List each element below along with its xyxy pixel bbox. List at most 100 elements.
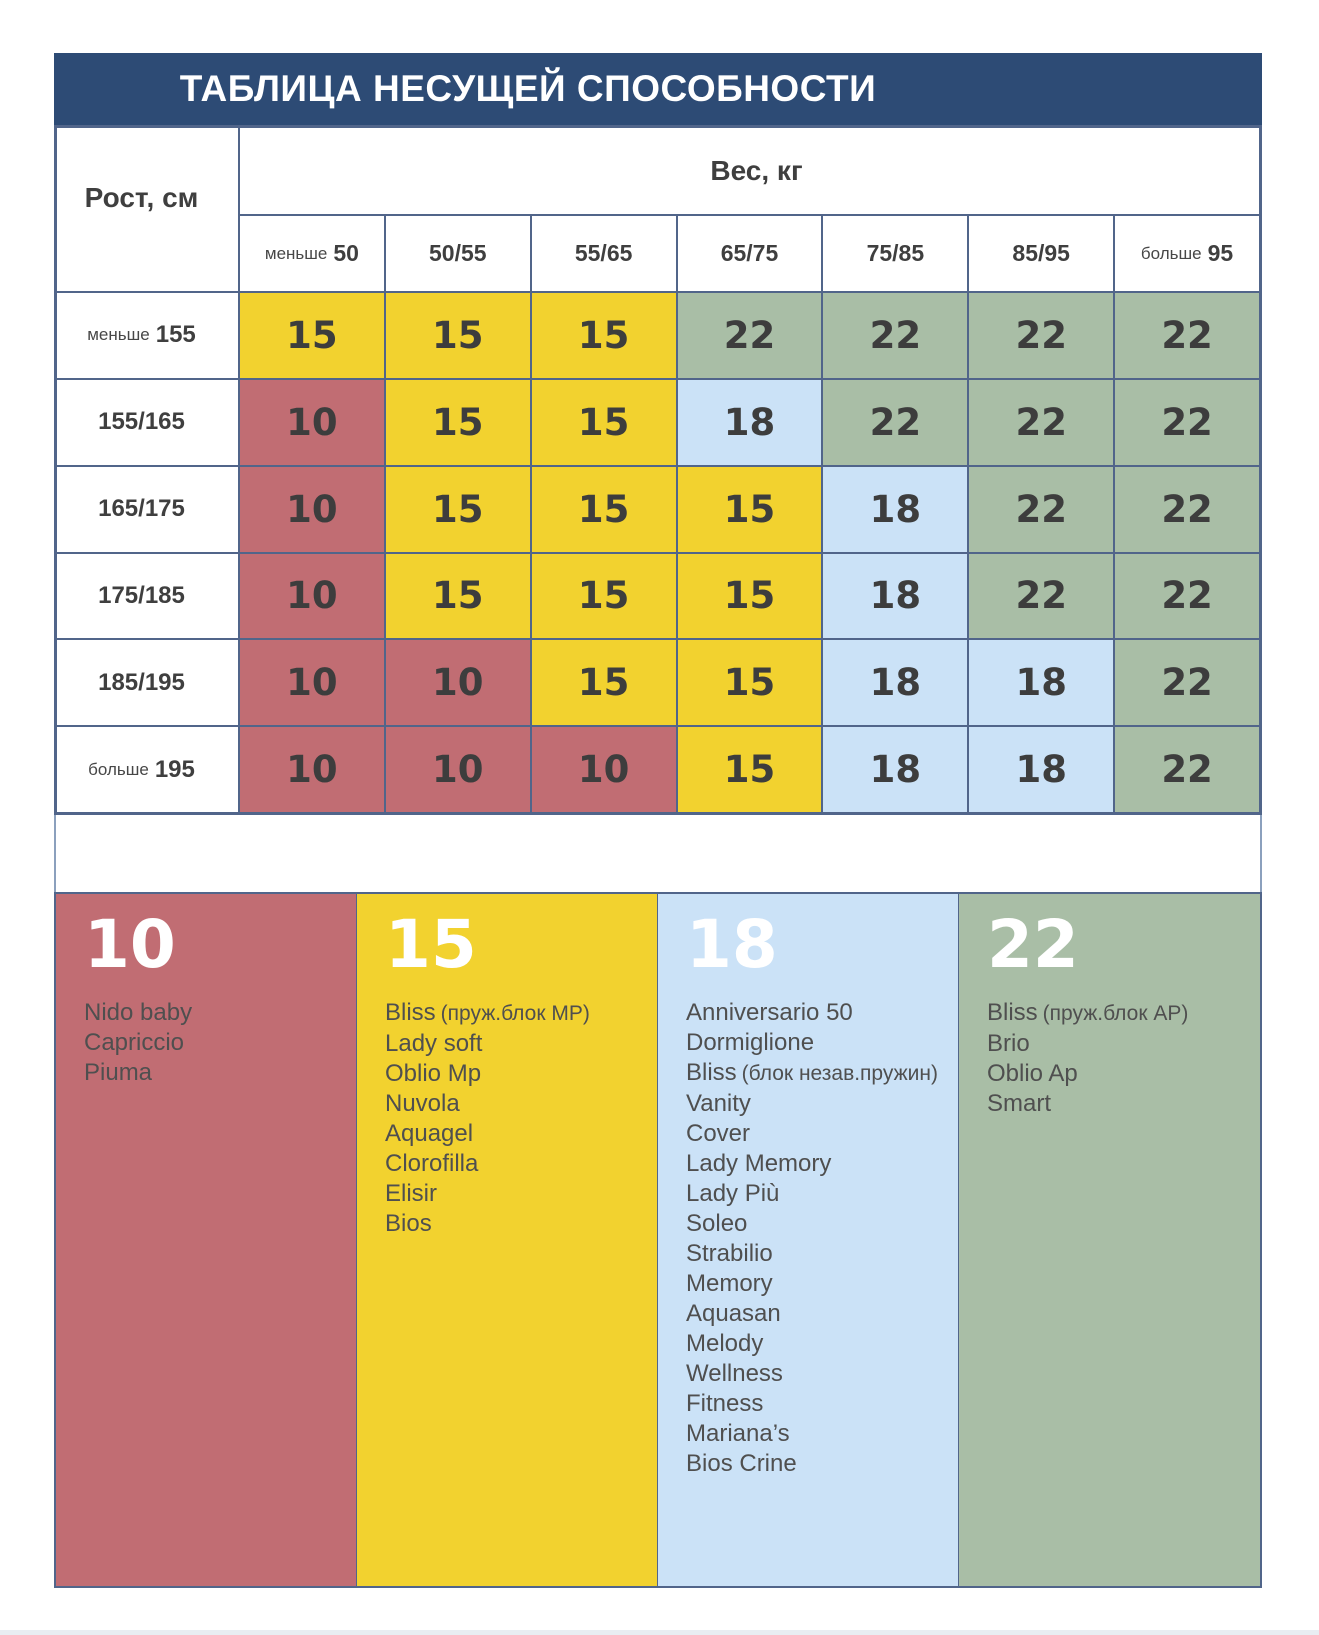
capacity-cell: 18 (822, 552, 969, 640)
capacity-cell: 15 (384, 465, 531, 553)
product-item: Smart (987, 1089, 1052, 1117)
product-item: Nido baby (84, 998, 193, 1026)
product-list: Bliss (пруж.блок AP) Brio Oblio Ap Smart (987, 998, 1244, 1119)
row-header-label: 185/195 (98, 668, 185, 696)
spacer-row (54, 815, 1262, 892)
capacity-cell: 22 (968, 292, 1115, 379)
product-item: Wellness (686, 1359, 783, 1387)
capacity-cell: 18 (822, 639, 969, 727)
capacity-cell: 15 (676, 639, 823, 727)
capacity-table: Рост, см Вес, кг меньше 50 50/55 55/65 65… (54, 125, 1262, 815)
product-list: Anniversario 50 Dormiglione Bliss (блок н… (686, 998, 942, 1479)
capacity-cell: 15 (239, 292, 385, 379)
product-item: Brio (987, 1029, 1030, 1057)
row-header-prefix: больше (88, 759, 149, 779)
capacity-legend: 10 Nido baby Capriccio Piuma 15 Bliss (пр… (54, 892, 1262, 1588)
capacity-cell: 15 (384, 292, 531, 379)
row-header-label: 155/165 (98, 408, 185, 436)
product-item: Aquagel (385, 1119, 474, 1147)
capacity-cell: 22 (1114, 465, 1260, 553)
product-item: Bios (385, 1209, 432, 1237)
capacity-cell: 22 (822, 378, 969, 466)
capacity-cell: 18 (968, 639, 1115, 727)
row-header-label: 165/175 (98, 495, 185, 523)
product-item: Lady Più (686, 1179, 780, 1207)
height-axis-label: Рост, см (56, 127, 239, 292)
product-item: Piuma (84, 1058, 153, 1086)
capacity-cell: 22 (676, 292, 823, 379)
legend-value: 15 (385, 906, 477, 983)
capacity-cell: 22 (1114, 726, 1260, 813)
capacity-cell: 22 (1114, 292, 1260, 379)
column-header: 55/65 (530, 215, 677, 292)
product-list: Nido baby Capriccio Piuma (84, 998, 340, 1088)
column-header-label: 55/65 (574, 240, 633, 266)
product-item: Nuvola (385, 1089, 460, 1117)
capacity-cell: 10 (384, 726, 531, 813)
column-header-label: 85/95 (1012, 240, 1070, 266)
legend-column-22: 22 Bliss (пруж.блок AP) Brio Oblio Ap Sma… (959, 894, 1260, 1586)
product-item: Memory (686, 1269, 773, 1297)
capacity-cell: 15 (530, 292, 677, 379)
product-item: Clorofilla (385, 1149, 479, 1177)
capacity-cell: 15 (530, 552, 677, 640)
product-item: Oblio Mp (385, 1059, 482, 1087)
column-header: 85/95 (968, 215, 1115, 292)
capacity-cell: 15 (676, 552, 823, 640)
capacity-cell: 22 (1114, 639, 1260, 727)
product-item: Oblio Ap (987, 1059, 1078, 1087)
product-item: Strabilio (686, 1239, 773, 1267)
row-header-prefix: меньше (87, 325, 150, 345)
row-header-label: 175/185 (98, 581, 185, 609)
legend-column-15: 15 Bliss (пруж.блок MP) Lady soft Oblio M… (357, 894, 658, 1586)
capacity-cell: 10 (239, 639, 385, 727)
product-item: Capriccio (84, 1028, 185, 1056)
product-item: Aquasan (686, 1299, 781, 1327)
column-header: больше 95 (1114, 215, 1260, 292)
capacity-cell: 15 (530, 639, 677, 727)
product-item: Melody (686, 1329, 764, 1357)
capacity-cell: 15 (530, 378, 677, 466)
row-header: 155/165 (56, 378, 239, 466)
capacity-cell: 10 (239, 378, 385, 466)
weight-axis-label: Вес, кг (239, 127, 1260, 215)
product-item: Bliss (пруж.блок AP) (987, 998, 1189, 1026)
row-header: 165/175 (56, 465, 239, 553)
product-list: Bliss (пруж.блок MP) Lady soft Oblio Mp N… (385, 998, 641, 1239)
product-item: Soleo (686, 1209, 748, 1237)
product-item: Bios Crine (686, 1449, 797, 1477)
column-header: 50/55 (384, 215, 531, 292)
capacity-cell: 15 (676, 726, 823, 813)
column-header-label: 50 (333, 240, 359, 266)
capacity-cell: 10 (239, 552, 385, 640)
column-header-prefix: больше (1140, 243, 1202, 263)
row-header-label: 195 (154, 755, 195, 783)
product-item: Mariana’s (686, 1419, 790, 1447)
capacity-cell: 22 (822, 292, 969, 379)
capacity-cell: 15 (530, 465, 677, 553)
product-item: Elisir (385, 1179, 437, 1207)
capacity-cell: 15 (384, 378, 531, 466)
product-item: Bliss (блок незав.пружин) (686, 1058, 938, 1086)
capacity-cell: 10 (239, 465, 385, 553)
product-item: Bliss (пруж.блок MP) (385, 998, 590, 1026)
capacity-cell: 18 (968, 726, 1115, 813)
legend-value: 18 (686, 906, 778, 983)
capacity-cell: 15 (384, 552, 531, 640)
product-item: Vanity (686, 1089, 751, 1117)
capacity-cell: 10 (239, 726, 385, 813)
column-header-label: 95 (1207, 240, 1234, 266)
legend-column-10: 10 Nido baby Capriccio Piuma (56, 894, 357, 1586)
product-item: Dormiglione (686, 1028, 815, 1056)
capacity-cell: 22 (968, 378, 1115, 466)
column-header-label: 65/75 (720, 240, 779, 266)
row-header: 175/185 (56, 552, 239, 640)
capacity-cell: 18 (822, 726, 969, 813)
product-item: Anniversario 50 (686, 998, 853, 1026)
capacity-cell: 18 (676, 378, 823, 466)
row-header: 185/195 (56, 639, 239, 727)
product-item: Fitness (686, 1389, 764, 1417)
row-header: меньше 155 (56, 292, 239, 379)
capacity-cell: 22 (968, 465, 1115, 553)
product-item: Lady Memory (686, 1149, 832, 1177)
